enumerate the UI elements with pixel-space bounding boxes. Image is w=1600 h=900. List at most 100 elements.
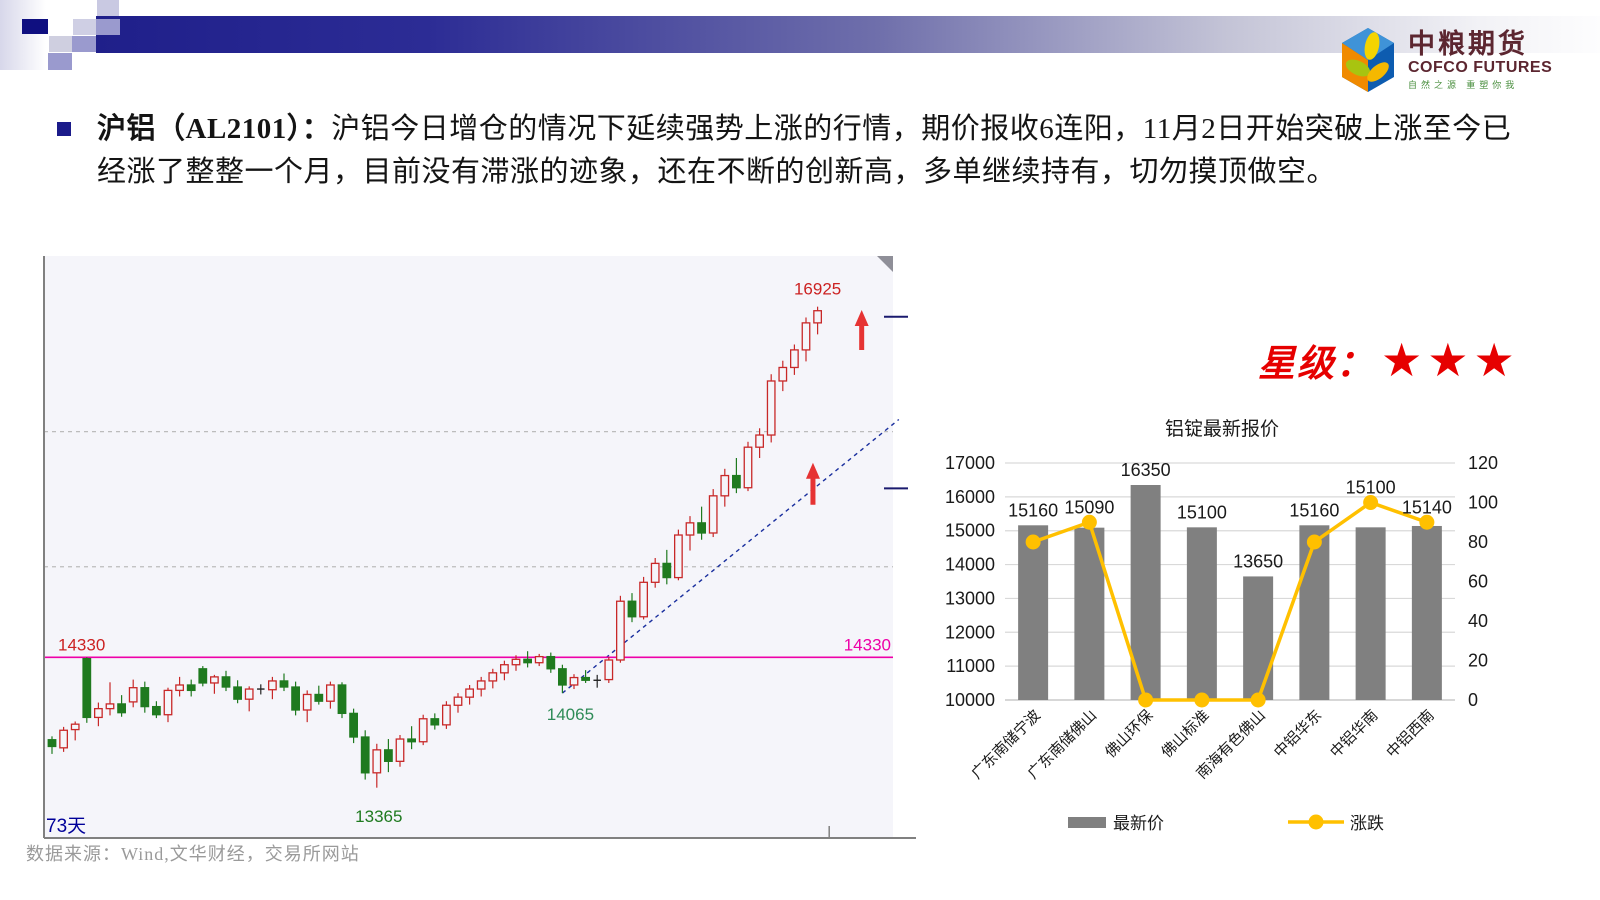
candle-body — [430, 718, 440, 726]
candle-body — [697, 522, 706, 534]
left-axis-label: 15000 — [945, 521, 995, 541]
right-axis-label: 0 — [1468, 690, 1478, 710]
cofco-logo: 中粮期货 COFCO FUTURES 自然之源 重塑你我 — [1336, 24, 1552, 96]
candle-body — [291, 686, 301, 711]
candle-body — [766, 380, 776, 436]
legend-line-label: 涨跌 — [1350, 814, 1384, 833]
data-source-note: 数据来源：Wind,文华财经，交易所网站 — [26, 844, 360, 864]
candle-body — [708, 495, 718, 534]
right-axis-label: 120 — [1468, 453, 1498, 473]
logo-name-cn: 中粮期货 — [1408, 28, 1528, 59]
candle-body — [511, 658, 521, 666]
bar-value-label: 15100 — [1346, 478, 1396, 498]
candle-body — [650, 562, 660, 583]
candle-body — [604, 659, 614, 681]
candle-body — [627, 600, 637, 618]
right-axis-label: 60 — [1468, 572, 1488, 592]
candle-body — [720, 474, 730, 497]
star-rating-label: 星级： — [1258, 344, 1375, 385]
header-strip — [0, 0, 46, 70]
candle-body — [488, 672, 498, 682]
candle-body — [685, 522, 695, 536]
bar — [1186, 527, 1217, 700]
deco-square — [22, 19, 48, 34]
bar — [1018, 525, 1049, 700]
up-arrow-icon — [805, 462, 820, 505]
candle-body — [233, 686, 243, 700]
candle-body — [163, 689, 173, 716]
legend-bar-swatch — [1068, 817, 1106, 828]
candle-body — [813, 310, 822, 324]
candle-body — [465, 688, 475, 698]
line-marker — [1138, 692, 1154, 708]
bar — [1243, 576, 1274, 700]
star-rating: 星级： ★★★ — [1258, 333, 1520, 387]
left-axis-label: 14000 — [945, 555, 995, 575]
low-price-label: 13365 — [355, 807, 402, 826]
candle-body — [221, 676, 231, 688]
line-marker — [1363, 495, 1379, 510]
right-axis-label: 20 — [1468, 651, 1488, 671]
candle-body — [186, 684, 196, 692]
left-axis-label: 13000 — [945, 588, 995, 608]
analysis-text: 沪铝今日增仓的情况下延续强势上涨的行情，期价报收6连阳，11月2日开始突破上涨至… — [97, 113, 1512, 188]
high-price-label: 16925 — [794, 280, 841, 299]
pivot-price-label: 14065 — [547, 705, 594, 724]
candle-body — [569, 676, 579, 686]
bar-chart-title: 铝锭最新报价 — [1165, 418, 1279, 440]
cofco-logo-icon — [1342, 28, 1394, 92]
candle-body — [801, 322, 811, 351]
left-axis-label: 16000 — [945, 487, 995, 507]
deco-square — [49, 36, 72, 52]
candle-body — [82, 657, 92, 719]
bar — [1411, 525, 1442, 700]
deco-square — [97, 0, 119, 16]
bar — [1299, 525, 1330, 700]
candle-body — [476, 680, 486, 690]
bar — [1355, 527, 1386, 700]
candle-body — [662, 562, 672, 579]
candle-body — [372, 749, 382, 774]
bullet-marker — [57, 122, 71, 136]
days-count-label: 73天 — [46, 816, 86, 837]
candle-body — [302, 693, 312, 711]
candle-body — [244, 688, 254, 700]
bar-value-label: 15090 — [1064, 497, 1114, 517]
aluminum-price-chart: 铝锭最新报价 10000 11000 12000 13000 14000 15000 1600… — [945, 418, 1498, 833]
line-marker — [1025, 534, 1041, 550]
bar-value-label: 15160 — [1008, 500, 1058, 520]
candle-body — [453, 696, 463, 706]
corner-fold-icon — [877, 256, 893, 272]
legend-bar-label: 最新价 — [1113, 814, 1164, 833]
candle-body — [616, 600, 625, 661]
candle-body — [47, 739, 57, 748]
candle-body — [581, 676, 590, 681]
candle-body — [279, 680, 289, 688]
bar-value-label: 15160 — [1289, 500, 1339, 520]
left-axis-label: 10000 — [945, 690, 995, 710]
line-marker — [1306, 534, 1322, 550]
chart-pane — [44, 256, 893, 837]
level-label-right: 14330 — [844, 635, 891, 654]
candle-body — [209, 676, 219, 684]
candle-body — [395, 738, 405, 762]
deco-square — [48, 53, 72, 70]
candlestick-chart: 16925 13365 14065 14330 14330 73天 — [43, 256, 916, 839]
candle-body — [94, 707, 103, 719]
left-axis-label: 17000 — [945, 453, 995, 473]
candle-body — [70, 723, 80, 731]
candle-body — [325, 684, 335, 702]
x-category-label: 佛山环保 — [1102, 707, 1156, 761]
candle-body — [523, 658, 532, 664]
candle-body — [198, 668, 208, 684]
bar-value-label: 15140 — [1402, 497, 1452, 517]
candle-body — [383, 749, 393, 762]
candle-body — [558, 668, 567, 686]
left-axis-label: 11000 — [946, 656, 995, 676]
candle-body — [639, 581, 648, 618]
candle-body — [267, 680, 277, 691]
instrument-title: 沪铝（AL2101）： — [97, 113, 332, 145]
candle-body — [140, 687, 150, 708]
candle-body — [151, 705, 161, 716]
